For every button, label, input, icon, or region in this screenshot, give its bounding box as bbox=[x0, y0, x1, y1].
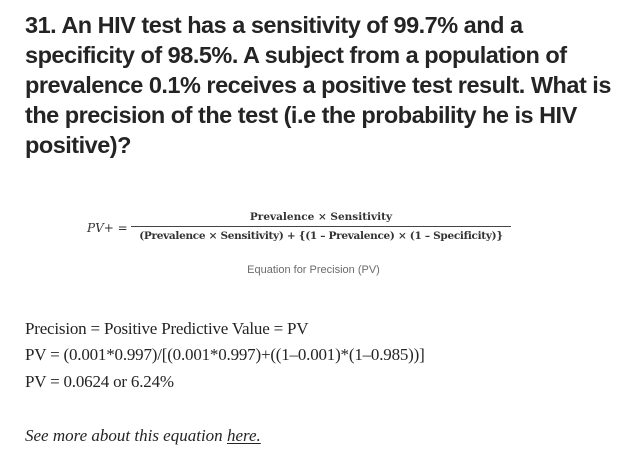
calculation-line-1: Precision = Positive Predictive Value = … bbox=[25, 319, 309, 338]
question-text: 31. An HIV test has a sensitivity of 99.… bbox=[25, 12, 611, 158]
see-more-line: See more about this equation here. bbox=[25, 426, 261, 446]
formula-numerator: Prevalence × Sensitivity bbox=[249, 211, 393, 223]
calculation-line-2: PV = (0.001*0.997)/[(0.001*0.997)+((1–0.… bbox=[25, 345, 425, 364]
formula-lhs: PV+ = bbox=[87, 221, 128, 235]
calculation-line-3: PV = 0.0624 or 6.24% bbox=[25, 372, 174, 391]
precision-formula: PV+ = Prevalence × Sensitivity (Prevalen… bbox=[87, 210, 527, 250]
formula-caption: Equation for Precision (PV) bbox=[247, 264, 380, 276]
fraction-bar bbox=[131, 226, 511, 227]
here-link[interactable]: here. bbox=[226, 426, 261, 445]
formula-fraction: Prevalence × Sensitivity (Prevalence × S… bbox=[131, 210, 511, 244]
formula-denominator: (Prevalence × Sensitivity) + {(1 – Preva… bbox=[139, 230, 503, 242]
see-more-text: See more about this equation bbox=[25, 426, 227, 445]
